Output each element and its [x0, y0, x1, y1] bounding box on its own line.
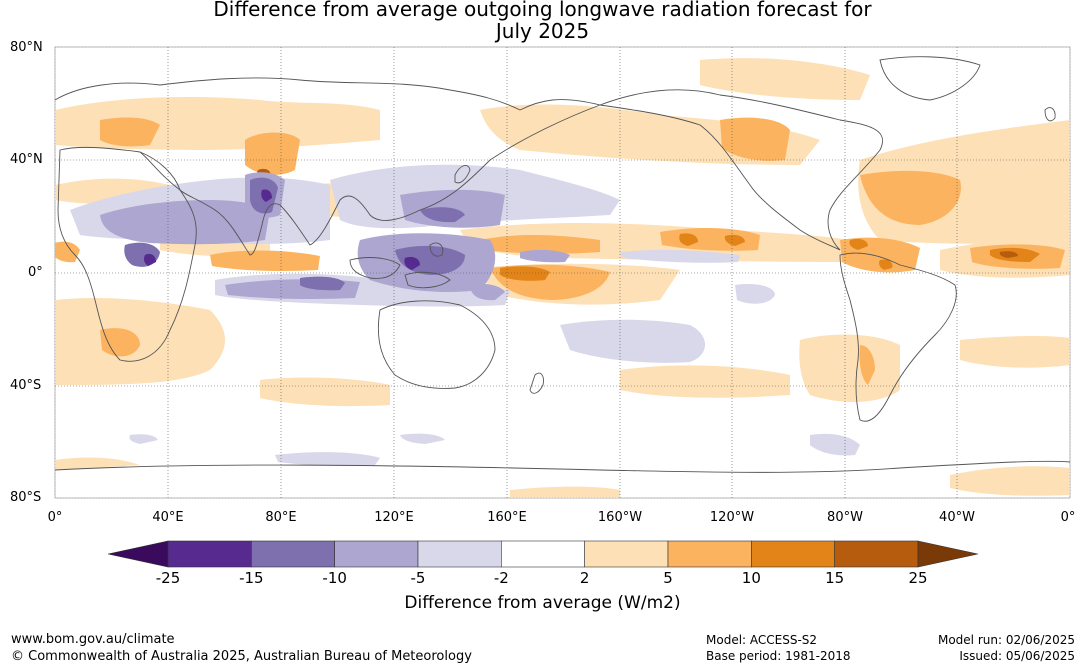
colorbar-tick-label: 2	[579, 569, 590, 587]
lon-label-80w: 80°W	[827, 510, 863, 525]
footer-copyright: © Commonwealth of Australia 2025, Austra…	[11, 649, 472, 664]
lon-label-160w: 160°W	[597, 510, 643, 525]
anomaly-deep-purple	[144, 189, 420, 270]
lon-label-120w: 120°W	[709, 510, 755, 525]
colorbar-extend-low	[108, 540, 169, 568]
lat-label-0: 0°	[28, 265, 43, 280]
colorbar-tick-label: 25	[908, 569, 928, 587]
footer-dates: Model run: 02/06/2025 Issued: 05/06/2025	[938, 632, 1075, 664]
colorbar-segment	[584, 540, 669, 568]
footer-base-period: Base period: 1981-2018	[706, 649, 851, 663]
colorbar-segment	[167, 540, 252, 568]
coastlines	[54, 56, 1071, 473]
footer-issued: Issued: 05/06/2025	[959, 649, 1075, 663]
lat-label-40s: 40°S	[10, 378, 42, 393]
world-map	[54, 46, 1071, 499]
colorbar-segment	[334, 540, 419, 568]
colorbar-segment	[251, 540, 335, 568]
footer-model: Model: ACCESS-S2	[706, 633, 818, 647]
colorbar	[108, 540, 978, 568]
lat-label-80s: 80°S	[10, 490, 42, 505]
footer-model-info: Model: ACCESS-S2 Base period: 1981-2018	[706, 632, 851, 664]
colorbar-segment	[667, 540, 752, 568]
colorbar-label: Difference from average (W/m2)	[404, 593, 681, 613]
lon-label-40w: 40°W	[939, 510, 975, 525]
colorbar-tick-label: 5	[663, 569, 673, 587]
colorbar-tick-label: 10	[741, 569, 761, 587]
lat-label-80n: 80°N	[10, 40, 43, 55]
lon-label-40e: 40°E	[152, 510, 184, 525]
colorbar-tick-label: -25	[155, 569, 181, 587]
footer-url: www.bom.gov.au/climate	[11, 632, 175, 647]
colorbar-tick-label: -2	[493, 569, 509, 587]
colorbar-segment	[834, 540, 919, 568]
footer-left: www.bom.gov.au/climate © Commonwealth of…	[11, 631, 472, 665]
gridlines	[55, 47, 1070, 498]
title-line-2: July 2025	[495, 19, 590, 43]
lon-label-80e: 80°E	[265, 510, 297, 525]
colorbar-segment	[501, 540, 585, 568]
lat-label-40n: 40°N	[10, 152, 43, 167]
colorbar-segment	[751, 540, 835, 568]
lon-label-120e: 120°E	[374, 510, 414, 525]
colorbar-extend-high	[917, 540, 978, 568]
lon-label-0-west: 0°	[47, 510, 63, 525]
colorbar-tick-label: -10	[322, 569, 347, 587]
title-line-1: Difference from average outgoing longwav…	[213, 0, 872, 21]
footer-model-run: Model run: 02/06/2025	[937, 633, 1075, 647]
colorbar-segment	[417, 540, 502, 568]
map-title: Difference from average outgoing longwav…	[0, 0, 1085, 42]
colorbar-tick-label: 15	[825, 569, 845, 587]
lon-label-160e: 160°E	[487, 510, 527, 525]
lon-label-0-east: 0°	[1060, 510, 1076, 525]
colorbar-tick-label: -15	[239, 569, 264, 587]
colorbar-tick-label: -5	[410, 569, 426, 587]
